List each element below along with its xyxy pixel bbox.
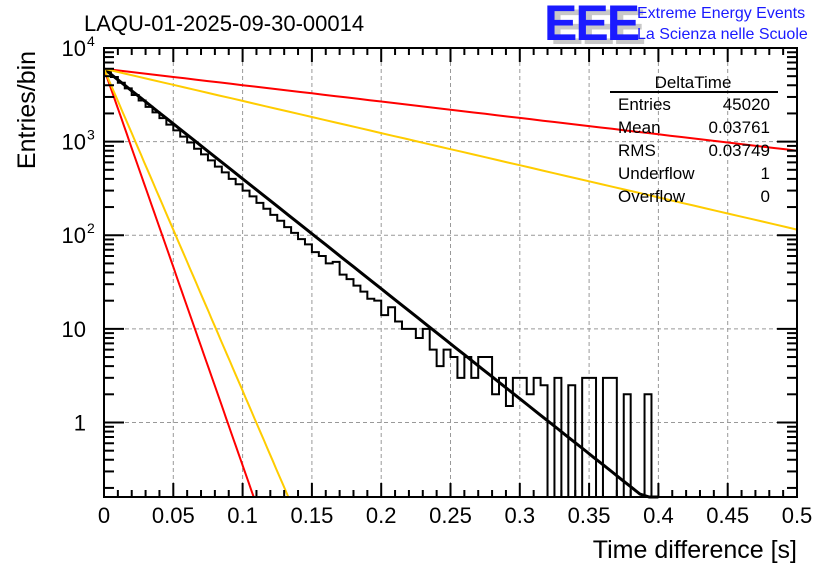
y-tick-label: 10 (62, 223, 86, 248)
x-tick-label: 0.4 (643, 503, 674, 528)
curve-yellow-slow (103, 67, 798, 231)
x-tick-labels: 0 0.05 0.1 0.15 0.2 0.25 0.3 0.35 0.4 0.45 0.5 (98, 503, 812, 528)
axes (103, 47, 798, 498)
y-tick-label: 1 (74, 410, 86, 435)
logo-shadow: EEE (550, 0, 645, 55)
logo-line1: Extreme Energy Events (637, 5, 805, 22)
x-tick-label: 0.15 (290, 503, 333, 528)
stats-box: DeltaTime Entries 45020 Mean 0.03761 RMS 0.03… (610, 73, 778, 206)
stats-label: Overflow (618, 187, 686, 206)
x-tick-label: 0 (98, 503, 110, 528)
logo-line2: La Scienza nelle Scuole (637, 26, 808, 43)
logo-letters: EEE (544, 0, 639, 51)
y-tick-label: 10 (62, 36, 86, 61)
stats-name: DeltaTime (655, 73, 732, 92)
y-tick-label: 10 (62, 317, 86, 342)
x-tick-label: 0.3 (505, 503, 536, 528)
y-axis-label: Entries/bin (13, 51, 41, 169)
curve-red-fast (103, 68, 255, 498)
x-tick-label: 0.35 (568, 503, 611, 528)
curve-yellow-fast (103, 68, 290, 498)
stats-label: Underflow (618, 164, 695, 183)
chart-title: LAQU-01-2025-09-30-00014 (84, 11, 364, 36)
stats-label: Mean (618, 118, 661, 137)
stats-value: 0 (761, 187, 770, 206)
x-tick-label: 0.1 (227, 503, 258, 528)
x-tick-label: 0.05 (152, 503, 195, 528)
stats-value: 0.03749 (709, 141, 770, 160)
x-tick-label: 0.25 (429, 503, 472, 528)
stats-label: RMS (618, 141, 656, 160)
x-tick-label: 0.45 (706, 503, 749, 528)
curve-red-slow (103, 67, 798, 152)
stats-value: 1 (761, 164, 770, 183)
x-tick-label: 0.5 (782, 503, 813, 528)
curves (103, 67, 798, 499)
y-tick-label: 10 (62, 130, 86, 155)
eee-logo: EEE EEE Extreme Energy Events La Scienza… (544, 0, 808, 55)
y-tick-exponent: 4 (87, 33, 95, 49)
x-axis-label: Time difference [s] (593, 536, 797, 564)
stats-value: 45020 (723, 95, 770, 114)
grid (104, 48, 797, 497)
curve-exponential-fit (103, 67, 659, 499)
stats-value: 0.03761 (709, 118, 770, 137)
stats-label: Entries (618, 95, 671, 114)
x-tick-label: 0.2 (366, 503, 397, 528)
y-tick-exponent: 2 (87, 220, 95, 236)
y-tick-exponent: 3 (87, 127, 95, 143)
